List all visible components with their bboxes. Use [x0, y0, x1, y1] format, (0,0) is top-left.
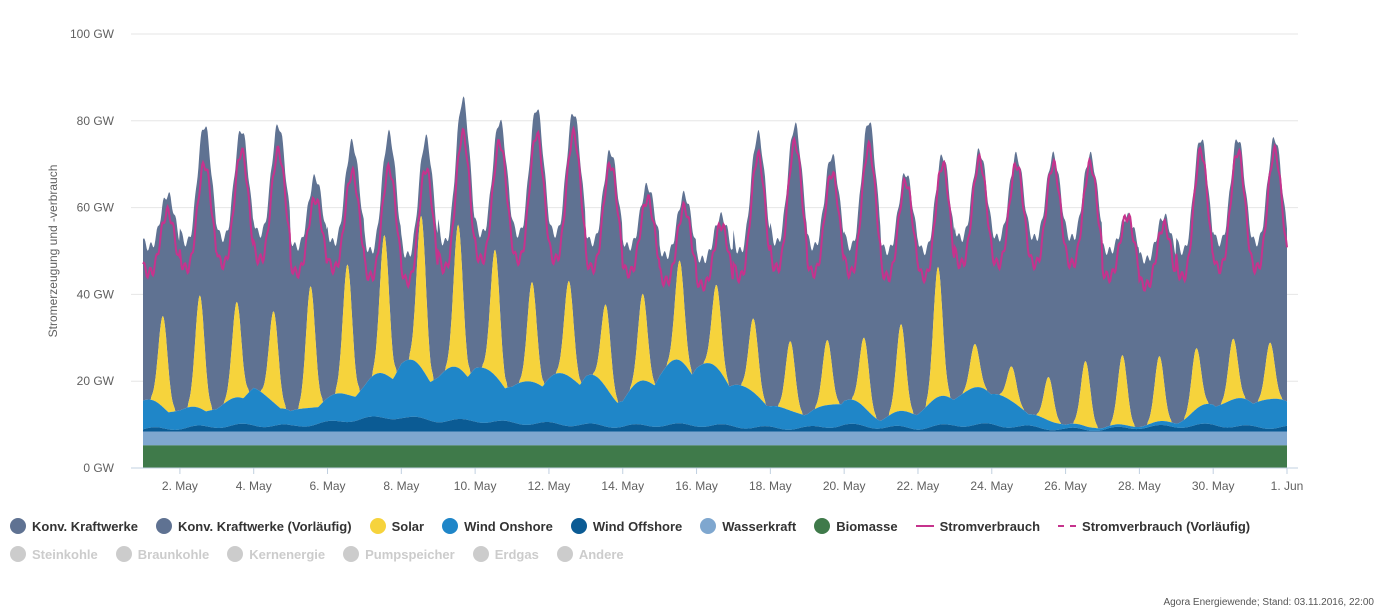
- legend-label: Braunkohle: [137, 546, 210, 562]
- legend-label: Wind Onshore: [464, 518, 553, 534]
- x-tick-label: 18. May: [749, 479, 792, 493]
- legend-label: Konv. Kraftwerke: [32, 518, 138, 534]
- legend-dot-icon: [369, 518, 386, 534]
- legend-dot-icon: [10, 518, 26, 534]
- area-wind-offshore: [143, 416, 1287, 432]
- legend-item-konv-kraftwerke-vorläufig[interactable]: Konv. Kraftwerke (Vorläufig): [155, 518, 352, 534]
- y-tick-label: 40 GW: [77, 287, 115, 301]
- x-tick-label: 2. May: [162, 479, 198, 493]
- y-tick-label: 60 GW: [77, 201, 115, 215]
- y-tick-label: 100 GW: [70, 27, 115, 41]
- legend-item-wind-offshore[interactable]: Wind Offshore: [570, 518, 683, 534]
- y-tick-label: 80 GW: [77, 114, 115, 128]
- legend-item-erdgas[interactable]: Erdgas: [472, 546, 539, 562]
- area-solar: [143, 215, 1287, 429]
- area-wind-onshore: [143, 359, 1287, 431]
- x-tick-label: 10. May: [454, 479, 497, 493]
- x-tick-label: 30. May: [1192, 479, 1235, 493]
- x-tick-label: 14. May: [601, 479, 644, 493]
- legend: Konv. Kraftwerke Konv. Kraftwerke (Vorläu…: [10, 512, 1380, 568]
- legend-item-braunkohle[interactable]: Braunkohle: [115, 546, 210, 562]
- consumption-series: [142, 125, 1288, 292]
- legend-label: Wind Offshore: [592, 518, 683, 534]
- legend-dot-icon: [442, 518, 459, 534]
- legend-item-stromverbrauch-vorläufig[interactable]: Stromverbrauch (Vorläufig): [1058, 519, 1250, 534]
- y-tick-label: 0 GW: [83, 461, 114, 475]
- legend-line-icon: [1058, 525, 1077, 527]
- legend-row-hidden: Steinkohle Braunkohle Kernenergie Pumpspeic…: [10, 540, 1380, 568]
- axes: 0 GW 20 GW 40 GW 60 GW 80 GW 100 GW Stromerzeu…: [46, 27, 1303, 493]
- legend-dot-icon: [814, 518, 831, 534]
- legend-item-konv-kraftwerke[interactable]: Konv. Kraftwerke: [10, 518, 138, 534]
- legend-dot-icon: [700, 518, 717, 534]
- x-tick-label: 16. May: [675, 479, 718, 493]
- legend-dot-icon: [10, 546, 26, 562]
- legend-dot-icon: [343, 546, 360, 562]
- line-stromverbrauch: [142, 125, 1288, 292]
- legend-item-wind-onshore[interactable]: Wind Onshore: [442, 518, 553, 534]
- x-tick-label: 4. May: [236, 479, 272, 493]
- y-axis-title: Stromerzeugung und -verbrauch: [46, 165, 60, 338]
- generation-chart: 0 GW 20 GW 40 GW 60 GW 80 GW 100 GW Stromerzeu…: [46, 27, 1303, 493]
- legend-item-solar[interactable]: Solar: [369, 518, 425, 534]
- area-biomasse: [143, 445, 1287, 468]
- legend-dot-icon: [155, 518, 172, 534]
- legend-item-stromverbrauch[interactable]: Stromverbrauch: [915, 518, 1041, 534]
- legend-label: Stromverbrauch (Vorläufig): [1082, 518, 1251, 534]
- legend-label: Steinkohle: [32, 546, 98, 562]
- legend-label: Biomasse: [836, 518, 898, 534]
- area-series: [143, 96, 1287, 468]
- legend-dot-icon: [472, 546, 489, 562]
- x-tick-label: 1. Jun: [1271, 479, 1304, 493]
- legend-item-kernenergie[interactable]: Kernenergie: [227, 546, 325, 562]
- legend-item-steinkohle[interactable]: Steinkohle: [10, 546, 98, 562]
- legend-item-wasserkraft[interactable]: Wasserkraft: [700, 518, 796, 534]
- legend-label: Erdgas: [494, 546, 539, 562]
- legend-label: Konv. Kraftwerke (Vorläufig): [177, 518, 352, 534]
- legend-label: Stromverbrauch: [939, 518, 1041, 534]
- x-tick-label: 8. May: [383, 479, 419, 493]
- legend-line-icon: [915, 525, 934, 527]
- legend-item-pumpspeicher[interactable]: Pumpspeicher: [343, 546, 455, 562]
- legend-item-biomasse[interactable]: Biomasse: [814, 518, 898, 534]
- legend-dot-icon: [556, 546, 573, 562]
- legend-dot-icon: [115, 546, 132, 562]
- x-tick-label: 6. May: [310, 479, 346, 493]
- source-credit: Agora Energiewende; Stand: 03.11.2016, 2…: [1163, 597, 1374, 608]
- legend-label: Kernenergie: [249, 546, 326, 562]
- x-tick-label: 26. May: [1044, 479, 1087, 493]
- x-tick-label: 12. May: [528, 479, 571, 493]
- y-tick-label: 20 GW: [77, 374, 115, 388]
- legend-label: Pumpspeicher: [365, 546, 455, 562]
- legend-dot-icon: [570, 518, 587, 534]
- legend-row-active: Konv. Kraftwerke Konv. Kraftwerke (Vorläu…: [10, 512, 1380, 540]
- legend-label: Andere: [578, 546, 624, 562]
- x-tick-label: 28. May: [1118, 479, 1161, 493]
- legend-label: Solar: [391, 518, 425, 534]
- area-wasserkraft: [143, 431, 1287, 446]
- x-tick-label: 20. May: [823, 479, 866, 493]
- legend-label: Wasserkraft: [722, 518, 797, 534]
- x-tick-label: 22. May: [897, 479, 940, 493]
- legend-item-andere[interactable]: Andere: [556, 546, 624, 562]
- x-tick-label: 24. May: [970, 479, 1013, 493]
- legend-dot-icon: [227, 546, 244, 562]
